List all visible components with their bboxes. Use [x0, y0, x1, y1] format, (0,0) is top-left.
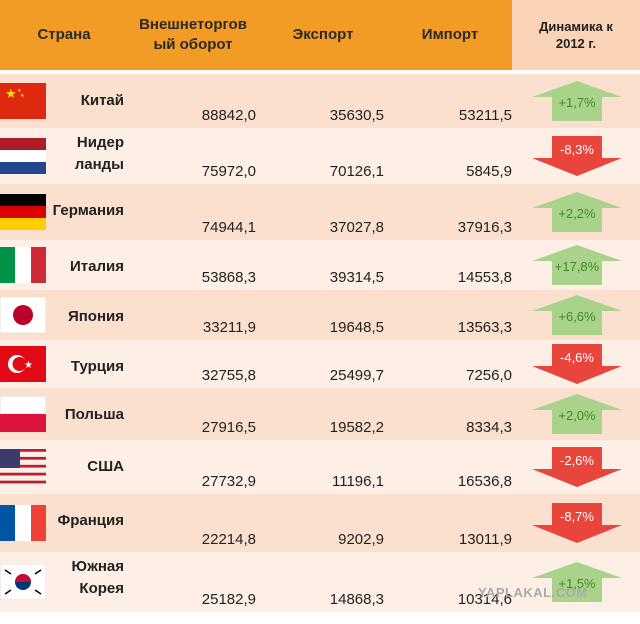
- svg-text:★: ★: [17, 88, 22, 94]
- svg-text:★: ★: [5, 86, 17, 101]
- export-value: 19582,2: [329, 419, 384, 436]
- decline-arrow-down-icon: -8,7%: [532, 503, 622, 543]
- country-name: Япония: [67, 308, 124, 325]
- decline-arrow-down-icon: -2,6%: [532, 447, 622, 487]
- poland-flag-icon: [0, 395, 47, 437]
- import-value: 13563,3: [457, 319, 512, 336]
- growth-arrow-up-icon: +17,8%: [532, 245, 622, 285]
- turkey-flag-icon: ★: [0, 346, 46, 387]
- export-value: 35630,5: [329, 107, 384, 124]
- import-value: 53211,5: [458, 107, 512, 124]
- turnover-value: 25182,9: [201, 591, 256, 608]
- turnover-value: 74944,1: [201, 219, 256, 236]
- turnover-value: 75972,0: [201, 163, 256, 180]
- export-value: 39314,5: [329, 269, 384, 286]
- turnover-value: 27916,5: [201, 419, 256, 436]
- table-row: ★ Турция 32755,8 25499,7 7256,0 -4,6%: [0, 340, 640, 388]
- header-turnover: Внешнеторгов ый оборот: [128, 0, 258, 70]
- import-value: 37916,3: [457, 219, 512, 236]
- turnover-value: 32755,8: [201, 367, 256, 384]
- import-value: 13011,9: [458, 531, 512, 548]
- table-row: Нидер ланды 75972,0 70126,1 5845,9 -8,3%: [0, 128, 640, 184]
- import-value: 8334,3: [466, 419, 512, 436]
- country-name: Франция: [57, 512, 124, 529]
- growth-arrow-up-icon: +6,6%: [532, 295, 622, 335]
- turnover-value: 27732,9: [201, 473, 256, 490]
- decline-arrow-down-icon: -8,3%: [532, 136, 622, 176]
- china-flag-icon: ★ ★ ★: [0, 83, 46, 124]
- import-value: 10314,6: [457, 591, 512, 608]
- country-name: Китай: [80, 92, 124, 109]
- france-flag-icon: [0, 505, 46, 546]
- italy-flag-icon: [0, 247, 46, 288]
- table-row: Италия 53868,3 39314,5 14553,8 +17,8%: [0, 240, 640, 290]
- export-value: 14868,3: [329, 591, 384, 608]
- dynamics-value: +17,8%: [554, 259, 600, 274]
- netherlands-flag-icon: [0, 138, 46, 179]
- dynamics-value: +1,5%: [558, 576, 596, 591]
- table-row: Франция 22214,8 9202,9 13011,9 -8,7%: [0, 494, 640, 552]
- decline-arrow-down-icon: -4,6%: [532, 344, 622, 384]
- country-name: США: [87, 458, 124, 475]
- import-value: 16536,8: [457, 473, 512, 490]
- dynamics-value: -2,6%: [560, 453, 594, 468]
- dynamics-value: -8,3%: [560, 142, 594, 157]
- japan-flag-icon: [0, 296, 47, 338]
- svg-text:★: ★: [24, 360, 33, 371]
- country-name: Германия: [52, 202, 124, 219]
- table-row: Южная Корея 25182,9 14868,3 10314,6 +1,5%: [0, 552, 640, 612]
- table-row: Япония 33211,9 19648,5 13563,3 +6,6%: [0, 290, 640, 340]
- export-value: 37027,8: [329, 219, 384, 236]
- growth-arrow-up-icon: +1,7%: [532, 81, 622, 121]
- country-name: Южная Корея: [71, 558, 124, 597]
- turnover-value: 53868,3: [201, 269, 256, 286]
- export-value: 25499,7: [329, 367, 384, 384]
- growth-arrow-up-icon: +2,2%: [532, 192, 622, 232]
- turnover-value: 88842,0: [201, 107, 256, 124]
- watermark: YAPLAKAL.COM: [478, 585, 588, 600]
- korea-flag-icon: [0, 563, 47, 605]
- country-name: Польша: [64, 406, 124, 423]
- header-export: Экспорт: [258, 0, 388, 70]
- turnover-value: 22214,8: [201, 531, 256, 548]
- header-import: Импорт: [388, 0, 512, 70]
- dynamics-value: +6,6%: [558, 309, 596, 324]
- table-row: ★ ★ ★ Китай 88842,0 35630,5 53211,5 +1,7%: [0, 74, 640, 128]
- table-row: США 27732,9 11196,1 16536,8 -2,6%: [0, 440, 640, 500]
- table-row: Польша 27916,5 19582,2 8334,3 +2,0%: [0, 388, 640, 440]
- header-dynamics: Динамика к 2012 г.: [512, 0, 640, 70]
- import-value: 14553,8: [457, 269, 512, 286]
- country-name: Италия: [70, 258, 124, 275]
- country-name: Нидер ланды: [74, 134, 124, 173]
- dynamics-value: -4,6%: [560, 350, 594, 365]
- dynamics-value: +1,7%: [558, 95, 596, 110]
- svg-text:★: ★: [20, 93, 25, 99]
- table-row: Германия 74944,1 37027,8 37916,3 +2,2%: [0, 184, 640, 240]
- dynamics-value: +2,0%: [558, 408, 596, 423]
- germany-flag-icon: [0, 194, 46, 235]
- export-value: 70126,1: [329, 163, 384, 180]
- turnover-value: 33211,9: [202, 319, 256, 336]
- export-value: 9202,9: [338, 531, 384, 548]
- export-value: 19648,5: [329, 319, 384, 336]
- growth-arrow-up-icon: +2,0%: [532, 394, 622, 434]
- export-value: 11196,1: [332, 473, 384, 490]
- dynamics-value: -8,7%: [560, 509, 594, 524]
- import-value: 5845,9: [466, 163, 512, 180]
- import-value: 7256,0: [466, 367, 512, 384]
- dynamics-value: +2,2%: [558, 206, 596, 221]
- country-name: Турция: [70, 358, 124, 375]
- growth-arrow-up-icon: +1,5%: [532, 562, 622, 602]
- header-country: Страна: [0, 0, 128, 70]
